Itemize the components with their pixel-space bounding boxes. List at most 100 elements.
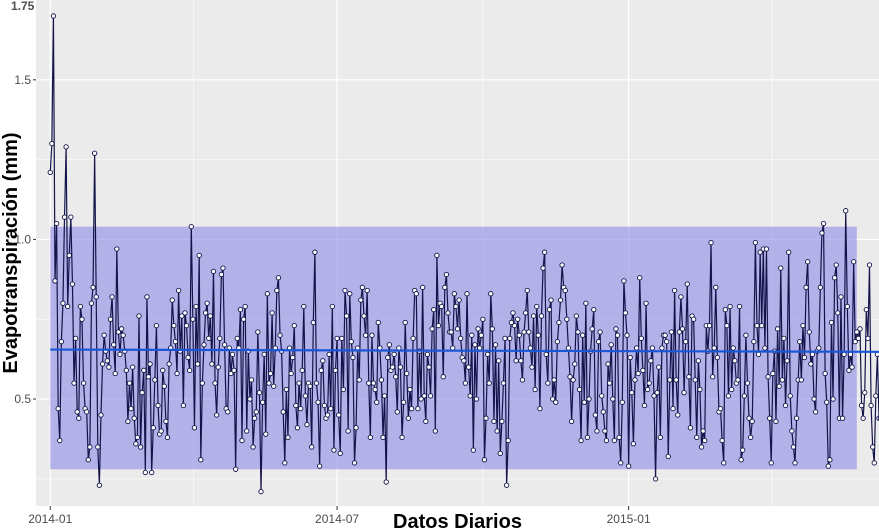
data-point [98, 412, 104, 418]
data-point [440, 374, 446, 380]
data-point [526, 329, 532, 335]
data-point [172, 338, 179, 345]
data-point [860, 415, 866, 421]
data-point [656, 364, 662, 370]
data-point [586, 396, 592, 402]
data-point [500, 380, 507, 386]
data-point [312, 249, 318, 255]
data-point [207, 313, 213, 319]
data-point [188, 224, 194, 230]
data-point [443, 271, 450, 278]
data-point [484, 351, 491, 358]
data-point [573, 313, 579, 319]
data-point [212, 380, 218, 386]
data-point [179, 313, 185, 319]
data-point [575, 329, 581, 335]
data-point [798, 377, 805, 383]
data-point [434, 252, 440, 259]
data-point [448, 329, 454, 335]
data-point [817, 284, 824, 290]
data-point [492, 342, 499, 348]
data-point [683, 338, 689, 345]
data-point [85, 457, 91, 463]
data-point [722, 307, 728, 313]
data-point [786, 249, 792, 255]
data-point [320, 358, 326, 364]
data-point [347, 291, 353, 297]
data-point [372, 386, 378, 393]
data-point [610, 396, 616, 402]
data-point [431, 307, 437, 313]
data-point [529, 364, 535, 370]
data-point [385, 354, 391, 361]
data-point [358, 297, 364, 303]
data-point [166, 361, 172, 367]
data-point [708, 239, 714, 246]
data-point [391, 351, 397, 358]
data-point [128, 405, 134, 412]
data-point [592, 412, 599, 418]
data-point [833, 262, 839, 268]
data-point [472, 342, 478, 348]
data-point [153, 322, 160, 329]
data-point [115, 329, 122, 335]
data-point [589, 326, 595, 332]
data-point [55, 405, 61, 412]
data-point [419, 284, 426, 290]
y-tick-label: 1.0 [14, 232, 31, 246]
data-point [359, 284, 366, 290]
data-point [565, 345, 572, 351]
data-point [778, 265, 784, 271]
data-point [641, 402, 648, 409]
data-point [513, 358, 519, 364]
data-point [489, 326, 496, 332]
data-point [527, 345, 534, 351]
data-point [664, 338, 670, 345]
data-point [670, 405, 676, 412]
data-point [738, 457, 744, 463]
data-point [692, 377, 698, 383]
data-point [302, 393, 309, 399]
data-point [868, 402, 874, 409]
data-point [502, 335, 508, 342]
data-point [109, 294, 115, 300]
data-point [221, 342, 228, 348]
data-point [60, 300, 66, 306]
y-axis: 0.5 1.0 1.5 1.75 [11, 0, 36, 406]
data-point [271, 383, 277, 389]
data-point [554, 338, 560, 345]
data-point [161, 383, 168, 389]
data-point [483, 415, 489, 421]
data-point [730, 345, 736, 351]
data-point [727, 303, 733, 310]
data-point [155, 402, 161, 409]
data-point [77, 303, 84, 310]
data-point [534, 303, 540, 310]
data-point [511, 322, 518, 329]
data-point [480, 316, 486, 322]
data-point [76, 415, 82, 421]
data-point [315, 399, 321, 405]
data-point [164, 434, 171, 441]
data-point [198, 457, 204, 463]
data-point [838, 294, 844, 300]
data-point [126, 380, 133, 386]
data-point [824, 399, 830, 405]
data-point [516, 332, 522, 338]
data-point [367, 434, 373, 441]
data-point [763, 246, 770, 252]
data-point [252, 415, 258, 421]
data-point [65, 303, 71, 310]
data-point [812, 409, 819, 415]
data-point [621, 278, 627, 284]
data-point [137, 444, 144, 450]
data-point [752, 239, 759, 246]
data-point [619, 399, 625, 405]
data-point [462, 380, 469, 386]
data-point [800, 322, 806, 329]
data-point [724, 322, 730, 329]
data-point [744, 380, 751, 386]
data-point [557, 297, 564, 303]
data-point [827, 457, 833, 463]
